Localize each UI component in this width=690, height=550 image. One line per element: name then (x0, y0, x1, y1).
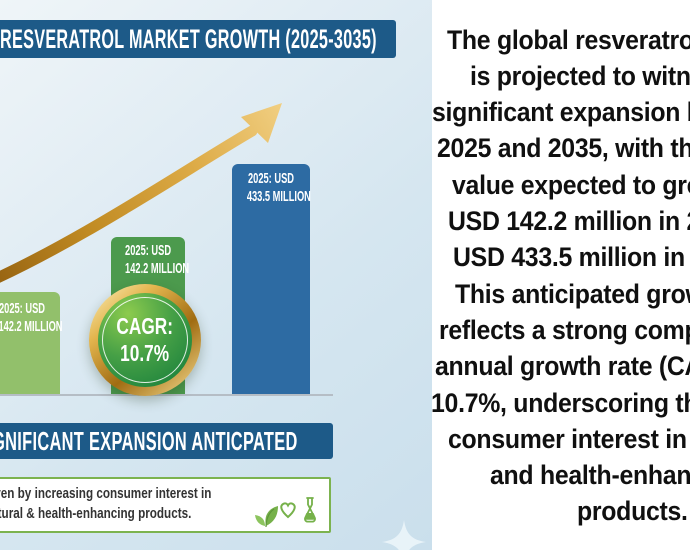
cagr-badge-ring (102, 297, 188, 383)
cagr-badge: CAGR: 10.7% (89, 284, 201, 396)
summary-line-7: USD 433.5 million in 2035. (453, 242, 690, 272)
heart-icon (280, 502, 296, 519)
summary-line-8: This anticipated growth (455, 279, 690, 309)
chart-title: RESVERATROL MARKET GROWTH (2025-3035) (0, 24, 377, 54)
bar-left: 2025: USD 142.2 MILLION (0, 292, 63, 395)
infographic-panel: RESVERATROL MARKET GROWTH (2025-3035) 20… (0, 0, 432, 550)
summary-line-4: 2025 and 2035, with the market (437, 133, 690, 163)
bar-middle-label: 2025: USD 142.2 MILLION (125, 242, 190, 277)
summary-line-3: significant expansion between (432, 97, 690, 127)
flask-icon (304, 497, 316, 523)
growth-arrow-icon (0, 103, 282, 283)
sparkle-icon (382, 520, 426, 550)
bar-right: 2025: USD 433.5 MILLION (232, 164, 311, 395)
axis-baseline (0, 394, 333, 396)
summary-line-13: and health-enhancing (490, 460, 690, 490)
cagr-label: CAGR: (116, 313, 174, 339)
summary-line-1: The global resveratrol market (447, 25, 690, 55)
callout-box: Driven by increasing consumer interest i… (0, 477, 331, 533)
summary-panel: The global resveratrol market is project… (431, 0, 690, 550)
bar-left-label: 2025: USD 142.2 MILLION (0, 300, 63, 335)
summary-line-11: 10.7%, underscoring the rising (431, 388, 690, 418)
summary-line-10: annual growth rate (CAGR) of (435, 351, 690, 381)
leaf-icon (255, 506, 278, 528)
bar-right-label: 2025: USD 433.5 MILLION (246, 170, 311, 205)
summary-line-2: is projected to witness (470, 61, 690, 91)
expansion-banner: SIGNIFICANT EXPANSION ANTICPATED (0, 423, 333, 459)
summary-line-5: value expected to grow from (452, 170, 690, 200)
expansion-banner-text: SIGNIFICANT EXPANSION ANTICPATED (0, 426, 298, 456)
summary-line-12: consumer interest in natural (448, 424, 690, 454)
callout-line-1: Driven by increasing consumer interest i… (0, 485, 212, 502)
summary-line-6: USD 142.2 million in 2025 to (448, 206, 690, 236)
callout-line-2: natural & health-enhancing products. (0, 505, 192, 522)
summary-line-9: reflects a strong compound (439, 315, 690, 345)
title-banner: RESVERATROL MARKET GROWTH (2025-3035) (0, 20, 396, 58)
cagr-value: 10.7% (120, 340, 170, 366)
summary-line-14: products. (577, 496, 688, 526)
